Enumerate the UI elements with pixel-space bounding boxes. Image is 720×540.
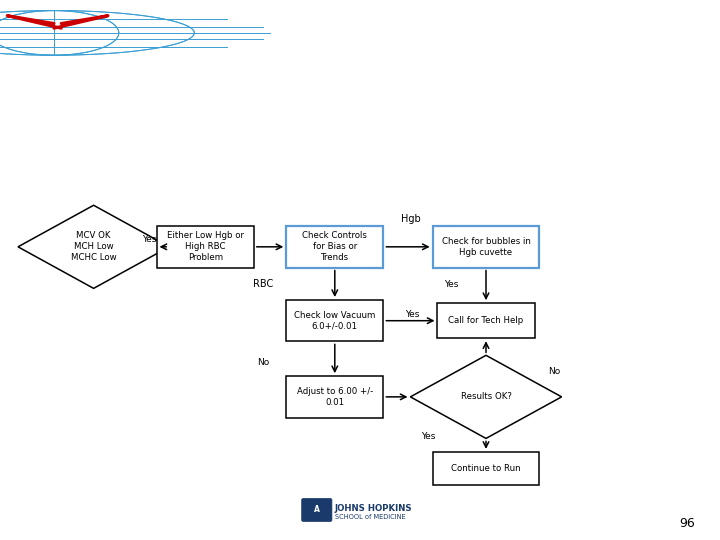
FancyBboxPatch shape [156, 226, 253, 268]
Text: Either Low Hgb or
High RBC
Problem: Either Low Hgb or High RBC Problem [167, 231, 243, 262]
FancyBboxPatch shape [287, 376, 383, 417]
FancyBboxPatch shape [302, 498, 332, 522]
Text: A: A [314, 505, 320, 515]
Circle shape [0, 9, 270, 56]
Text: Yes: Yes [143, 235, 157, 244]
Text: PSMILE: PSMILE [38, 66, 70, 75]
FancyBboxPatch shape [287, 226, 383, 268]
FancyBboxPatch shape [433, 226, 539, 268]
FancyBboxPatch shape [438, 303, 534, 339]
Text: Check low Vacuum
6.0+/-0.01: Check low Vacuum 6.0+/-0.01 [294, 310, 376, 330]
Text: No: No [256, 357, 269, 367]
Text: 96: 96 [679, 517, 695, 530]
FancyBboxPatch shape [433, 452, 539, 485]
Text: Call for Tech Help: Call for Tech Help [449, 316, 523, 325]
Text: Yes: Yes [421, 431, 436, 441]
Text: Check for bubbles in
Hgb cuvette: Check for bubbles in Hgb cuvette [441, 237, 531, 257]
Text: RBC: RBC [253, 279, 273, 289]
Text: Patient Safety Monitoring in International Laboratories (SMILE): Patient Safety Monitoring in Internation… [126, 29, 652, 44]
Text: Yes: Yes [405, 310, 419, 319]
Polygon shape [410, 355, 562, 438]
Text: Yes: Yes [444, 280, 459, 289]
Text: SCHOOL of MEDICINE: SCHOOL of MEDICINE [335, 514, 405, 520]
Text: Hgb: Hgb [400, 214, 420, 224]
Text: No: No [548, 367, 561, 376]
FancyBboxPatch shape [287, 300, 383, 341]
Text: JOHNS HOPKINS: JOHNS HOPKINS [335, 504, 413, 513]
Text: Check Controls
for Bias or
Trends: Check Controls for Bias or Trends [302, 231, 367, 262]
Polygon shape [18, 205, 169, 288]
Text: MCV OK
MCH Low
MCHC Low: MCV OK MCH Low MCHC Low [71, 231, 117, 262]
Text: Results OK?: Results OK? [461, 393, 511, 401]
Text: Continue to Run: Continue to Run [451, 464, 521, 473]
Text: Adjust to 6.00 +/-
0.01: Adjust to 6.00 +/- 0.01 [297, 387, 373, 407]
